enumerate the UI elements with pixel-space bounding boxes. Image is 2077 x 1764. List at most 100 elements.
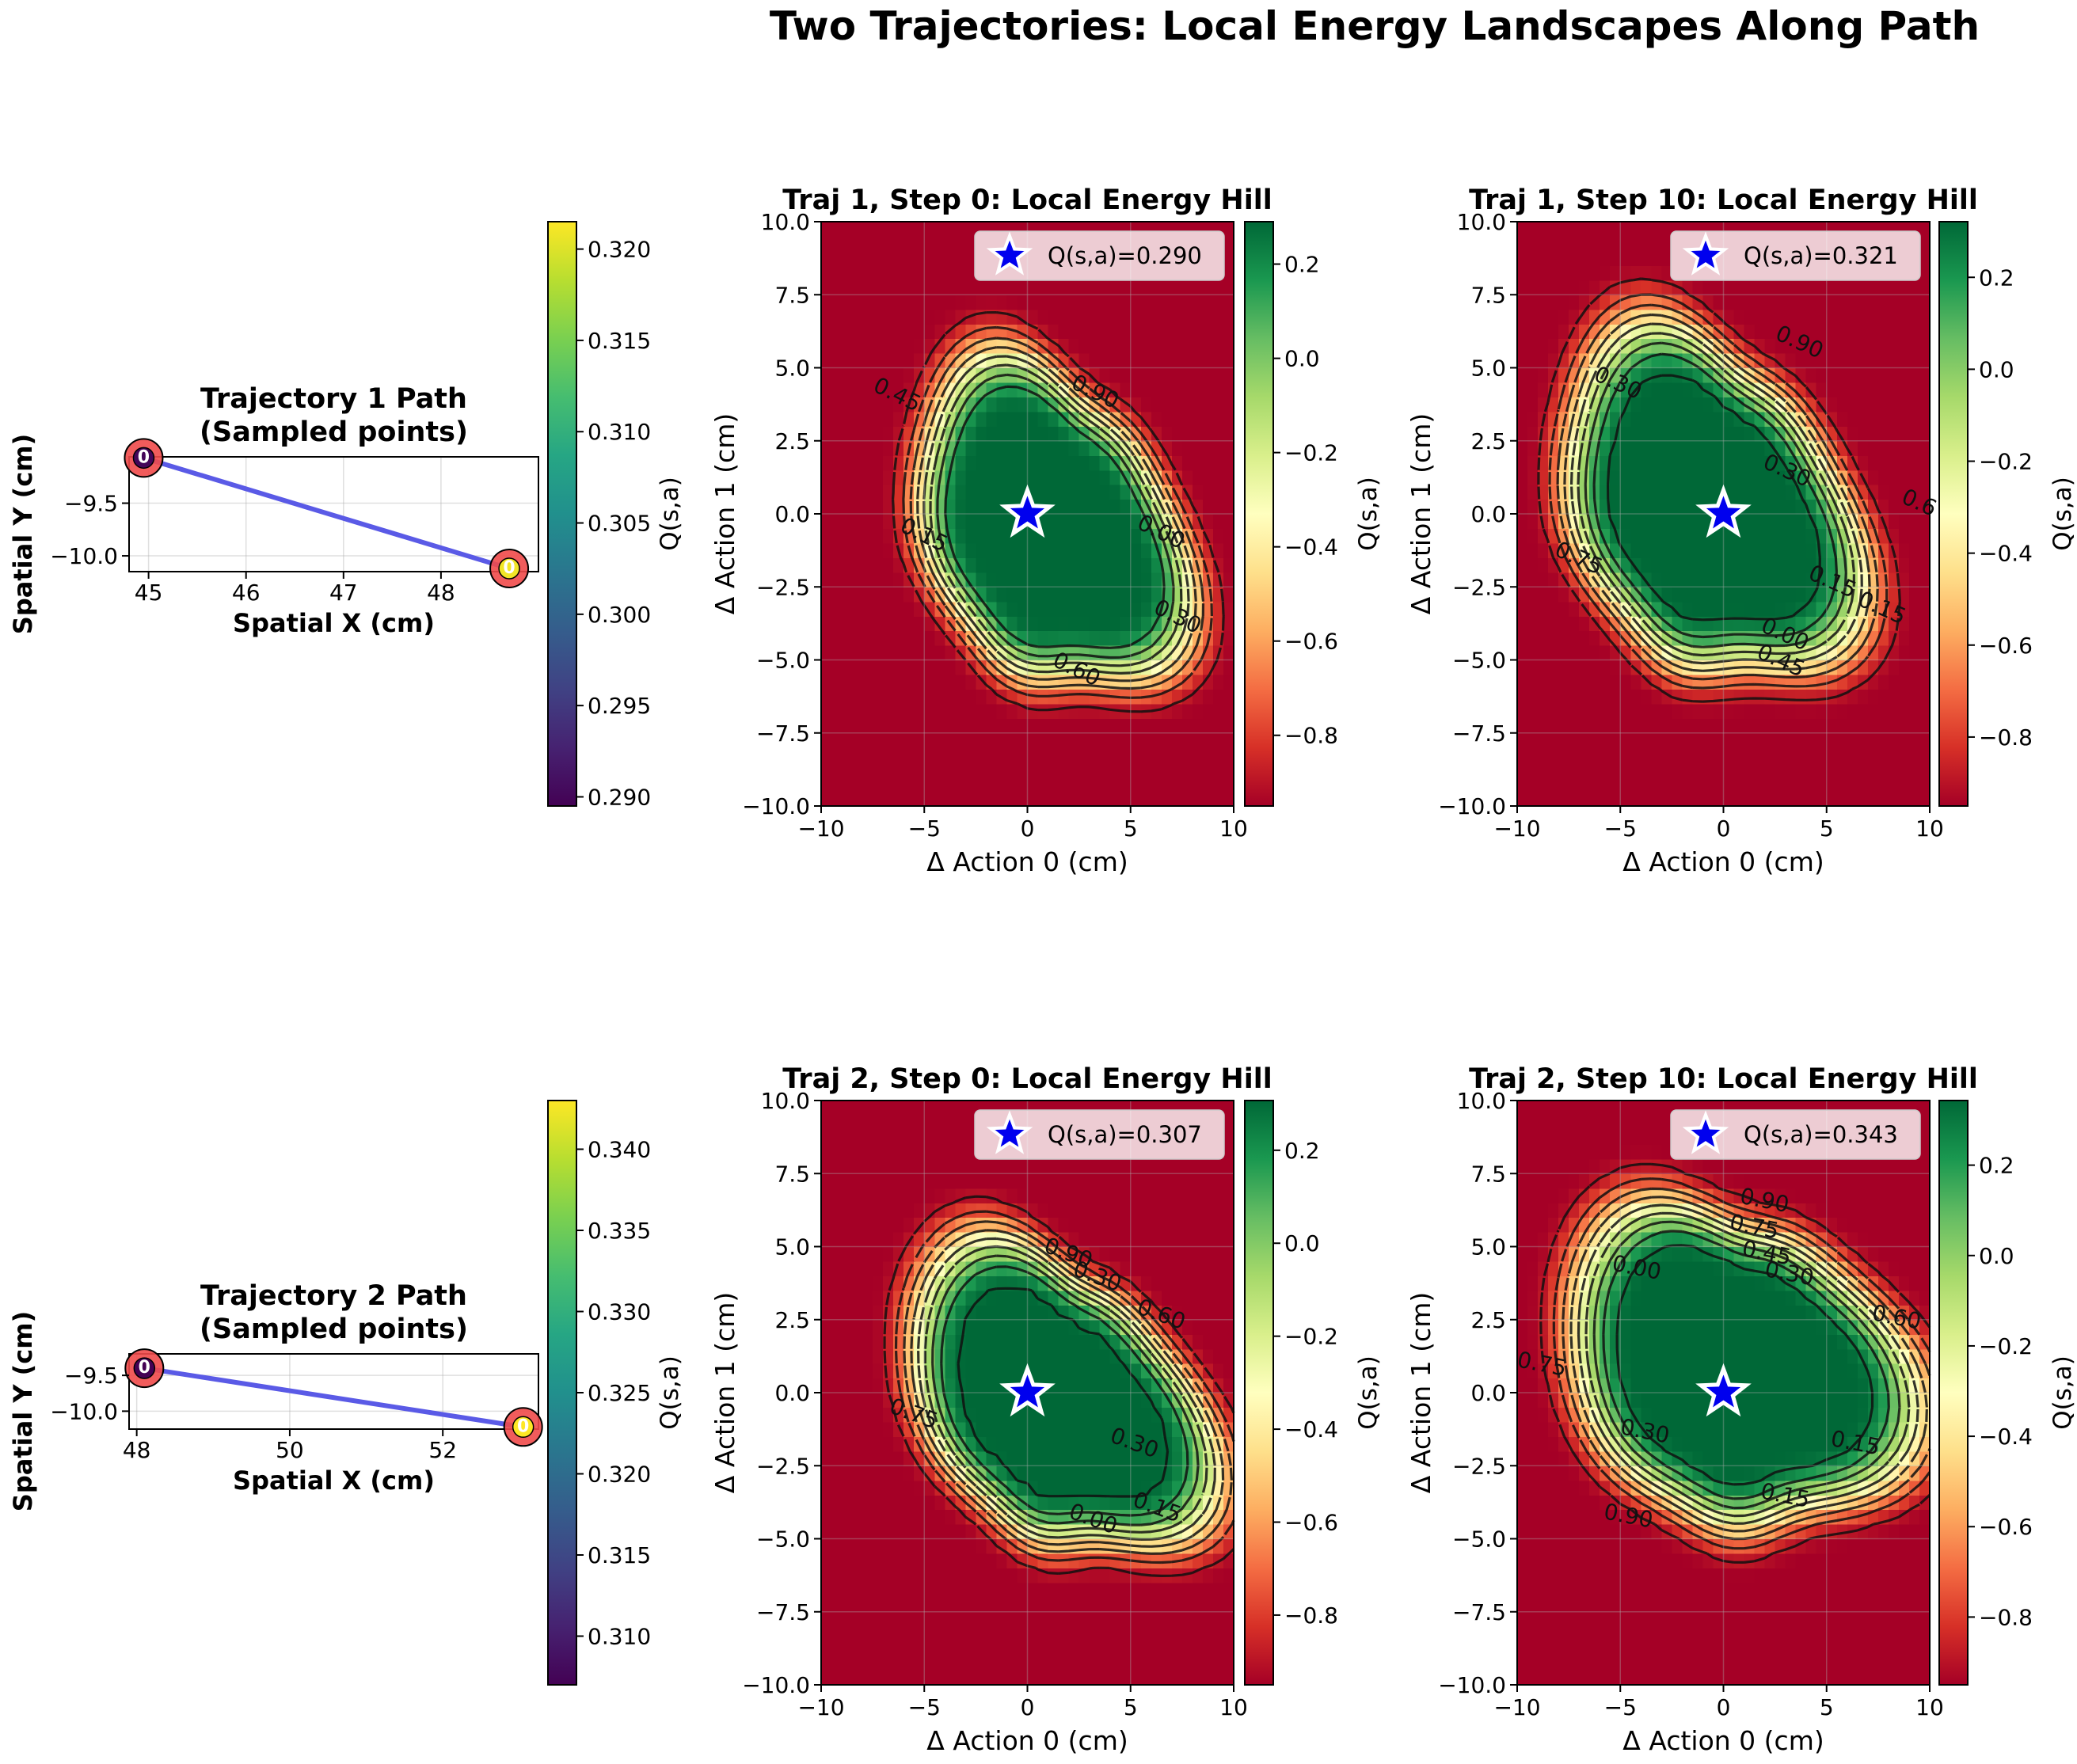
heatmap-cell: [1661, 762, 1672, 777]
heatmap-cell: [883, 1509, 894, 1525]
heatmap-cell: [1877, 747, 1889, 763]
heatmap-cell: [914, 1626, 925, 1642]
heatmap-cell: [1805, 777, 1817, 793]
heatmap-cell: [842, 382, 853, 397]
heatmap-cell: [1867, 426, 1879, 442]
colorbar-bar: [547, 1100, 577, 1686]
heatmap-cell: [852, 1348, 863, 1364]
heatmap-cell: [1661, 499, 1672, 515]
heatmap-cell: [1027, 1158, 1039, 1174]
heatmap-cell: [903, 279, 915, 295]
heatmap-cell: [924, 1509, 935, 1525]
heatmap-cell: [1816, 674, 1828, 690]
heatmap-cell: [852, 1217, 863, 1233]
heatmap-cell: [883, 455, 894, 471]
heatmap-cell: [1754, 455, 1766, 471]
heatmap-cell: [1161, 353, 1173, 369]
heatmap-cell: [1785, 279, 1797, 295]
heatmap-cell: [924, 1553, 935, 1568]
heatmap-cell: [821, 455, 832, 471]
heatmap-cell: [1775, 718, 1786, 734]
heatmap-cell: [945, 1275, 956, 1291]
heatmap-cell: [1713, 528, 1725, 544]
heatmap-cell: [1517, 718, 1528, 734]
heatmap-cell: [1048, 630, 1059, 646]
heatmap-cell: [1672, 777, 1683, 793]
heatmap-cell: [1919, 689, 1931, 705]
heatmap-cell: [1130, 353, 1142, 369]
heatmap-cell: [852, 1597, 863, 1613]
heatmap-cell: [1037, 630, 1049, 646]
center-star-marker: [999, 484, 1056, 538]
heatmap-cell: [1120, 601, 1132, 617]
heatmap-cell: [1630, 440, 1641, 456]
heatmap-cell: [945, 1568, 956, 1583]
heatmap-cell: [1805, 732, 1817, 748]
heatmap-cell: [1908, 674, 1920, 690]
heatmap-cell: [842, 1407, 853, 1423]
heatmap-cell: [831, 1319, 843, 1335]
heatmap-cell: [831, 1232, 843, 1248]
heatmap-cell: [1037, 1173, 1049, 1189]
heatmap-cell: [1702, 601, 1714, 617]
heatmap-cell: [893, 309, 904, 325]
heatmap-cell: [1120, 572, 1132, 587]
heatmap-cell: [1058, 324, 1070, 340]
heatmap-cell: [1517, 295, 1528, 310]
heatmap-cell: [903, 1495, 915, 1511]
heatmap-cell: [1006, 397, 1018, 412]
heatmap-cell: [1109, 732, 1121, 748]
heatmap-cell: [1099, 470, 1111, 485]
heatmap-cell: [842, 1421, 853, 1437]
heatmap-cell: [965, 1656, 976, 1671]
heatmap-cell: [1733, 791, 1745, 807]
legend-box: [974, 230, 1225, 281]
heatmap-cell: [1651, 279, 1662, 295]
heatmap-cell: [1713, 703, 1725, 719]
heatmap-cell: [1610, 397, 1621, 412]
heatmap-cell: [821, 1305, 832, 1321]
heatmap-cell: [883, 542, 894, 558]
heatmap-cell: [1836, 324, 1848, 340]
heatmap-cell: [1027, 732, 1039, 748]
heatmap-cell: [934, 250, 945, 266]
heatmap-cell: [1109, 1626, 1121, 1642]
heatmap-cell: [1192, 353, 1204, 369]
y-tick-label: −7.5: [756, 720, 810, 747]
heatmap-cell: [1661, 587, 1672, 603]
heatmap-cell: [976, 791, 987, 807]
heatmap-cell: [1569, 718, 1580, 734]
heatmap-cell: [1538, 485, 1549, 500]
heatmap-cell: [831, 718, 843, 734]
heatmap-cell: [1847, 630, 1858, 646]
heatmap-cell: [1140, 1656, 1152, 1671]
heatmap-cell: [852, 1480, 863, 1496]
heatmap-cell: [1202, 1260, 1214, 1276]
heatmap-cell: [1109, 324, 1121, 340]
heatmap-cell: [862, 601, 873, 617]
heatmap-cell: [1089, 1378, 1101, 1393]
heatmap-cell: [976, 1319, 987, 1335]
heatmap-cell: [996, 1275, 1008, 1291]
heatmap-cell: [842, 367, 853, 383]
heatmap-cell: [1037, 703, 1049, 719]
heatmap-cell: [1140, 367, 1152, 383]
heatmap-cell: [1130, 1246, 1142, 1262]
heatmap-cell: [1006, 1348, 1018, 1364]
colorbar-tick-label: 0.335: [588, 1218, 651, 1244]
heatmap-cell: [1048, 1203, 1059, 1218]
heatmap-cell: [965, 1393, 976, 1409]
heatmap-cell: [831, 1393, 843, 1409]
heatmap-cell: [1702, 777, 1714, 793]
heatmap-cell: [842, 732, 853, 748]
heatmap-cell: [1610, 499, 1621, 515]
heatmap-cell: [852, 1407, 863, 1423]
heatmap-cell: [996, 485, 1008, 500]
heatmap-cell: [831, 587, 843, 603]
x-tick-label: 52: [428, 1437, 457, 1463]
heatmap-cell: [1764, 440, 1776, 456]
heatmap-cell: [1527, 250, 1539, 266]
heatmap-cell: [852, 440, 863, 456]
heatmap-cell: [1641, 309, 1652, 325]
heatmap-cell: [965, 1158, 976, 1174]
